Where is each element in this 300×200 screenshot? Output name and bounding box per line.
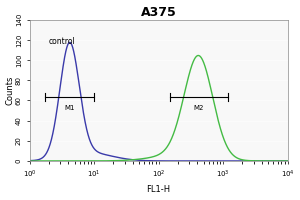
Y-axis label: Counts: Counts (6, 76, 15, 105)
Text: M2: M2 (194, 105, 204, 111)
X-axis label: FL1-H: FL1-H (146, 185, 171, 194)
Text: control: control (49, 37, 76, 46)
Text: M1: M1 (64, 105, 75, 111)
Title: A375: A375 (141, 6, 176, 19)
